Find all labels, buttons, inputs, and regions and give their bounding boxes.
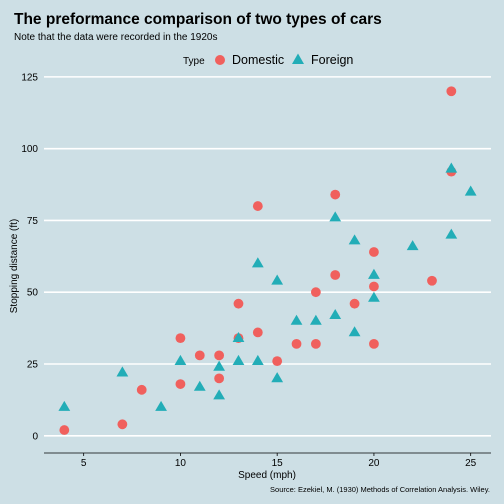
point-domestic bbox=[310, 338, 321, 349]
point-domestic bbox=[136, 384, 147, 395]
point-foreign bbox=[232, 354, 245, 365]
chart-subtitle: Note that the data were recorded in the … bbox=[14, 32, 217, 43]
y-tick-label: 75 bbox=[27, 216, 39, 227]
point-foreign bbox=[445, 228, 458, 239]
point-domestic bbox=[214, 350, 225, 361]
y-axis-ticks: 0 25 50 75 100 125 bbox=[21, 72, 38, 442]
point-domestic bbox=[291, 338, 302, 349]
point-foreign bbox=[58, 400, 71, 411]
point-foreign bbox=[193, 380, 206, 391]
point-foreign bbox=[406, 240, 419, 251]
point-foreign bbox=[271, 274, 284, 285]
legend-title: Type bbox=[183, 56, 205, 67]
point-domestic bbox=[117, 419, 128, 430]
y-tick-label: 0 bbox=[32, 431, 38, 442]
point-foreign bbox=[174, 354, 187, 365]
point-domestic bbox=[369, 281, 379, 292]
point-domestic bbox=[446, 86, 457, 97]
point-foreign bbox=[309, 314, 322, 325]
point-foreign bbox=[348, 326, 361, 337]
point-foreign bbox=[445, 162, 458, 173]
x-tick-label: 25 bbox=[465, 458, 477, 469]
x-axis-ticks: 5 10 15 20 25 bbox=[81, 453, 477, 469]
point-foreign bbox=[348, 234, 361, 245]
point-domestic bbox=[59, 425, 70, 435]
point-domestic bbox=[252, 201, 263, 211]
point-domestic bbox=[330, 189, 341, 200]
point-foreign bbox=[251, 354, 264, 365]
point-foreign bbox=[290, 314, 303, 325]
point-foreign bbox=[232, 331, 245, 342]
point-foreign bbox=[251, 257, 264, 268]
y-tick-label: 50 bbox=[27, 288, 39, 299]
point-foreign bbox=[271, 372, 284, 383]
x-axis-title: Speed (mph) bbox=[238, 470, 296, 481]
point-domestic bbox=[369, 247, 379, 257]
point-foreign bbox=[116, 366, 129, 377]
point-domestic bbox=[369, 338, 379, 349]
chart-caption: Source: Ezekiel, M. (1930) Methods of Co… bbox=[270, 485, 490, 494]
point-domestic bbox=[427, 275, 437, 286]
legend-foreign-triangle-icon bbox=[292, 53, 304, 64]
point-foreign bbox=[155, 400, 167, 411]
data-points bbox=[58, 86, 477, 435]
x-tick-label: 10 bbox=[175, 458, 187, 469]
point-domestic bbox=[349, 298, 360, 309]
point-domestic bbox=[175, 333, 186, 344]
point-foreign bbox=[329, 308, 342, 320]
y-tick-label: 100 bbox=[21, 144, 38, 155]
legend-domestic-circle-icon bbox=[215, 55, 225, 65]
legend-label-domestic: Domestic bbox=[232, 53, 284, 67]
point-foreign bbox=[368, 268, 380, 279]
point-domestic bbox=[252, 327, 263, 338]
point-domestic bbox=[310, 287, 321, 298]
y-gridlines bbox=[44, 76, 491, 437]
point-foreign bbox=[213, 360, 226, 371]
point-domestic bbox=[272, 356, 283, 367]
x-tick-label: 5 bbox=[81, 458, 87, 469]
point-foreign bbox=[213, 389, 226, 400]
y-axis-title: Stopping distance (ft) bbox=[9, 219, 20, 314]
y-tick-label: 125 bbox=[21, 72, 38, 83]
x-tick-label: 15 bbox=[272, 458, 284, 469]
chart-title: The preformance comparison of two types … bbox=[14, 11, 382, 28]
point-foreign bbox=[368, 291, 380, 302]
x-tick-label: 20 bbox=[368, 458, 380, 469]
point-domestic bbox=[233, 298, 244, 309]
point-domestic bbox=[330, 270, 341, 280]
legend-label-foreign: Foreign bbox=[311, 53, 353, 67]
point-foreign bbox=[329, 211, 342, 222]
point-domestic bbox=[194, 350, 205, 361]
legend: Type Domestic Foreign bbox=[183, 53, 353, 67]
point-domestic bbox=[214, 373, 225, 384]
point-foreign bbox=[464, 185, 477, 196]
point-domestic bbox=[175, 379, 186, 389]
y-tick-label: 25 bbox=[27, 359, 39, 370]
